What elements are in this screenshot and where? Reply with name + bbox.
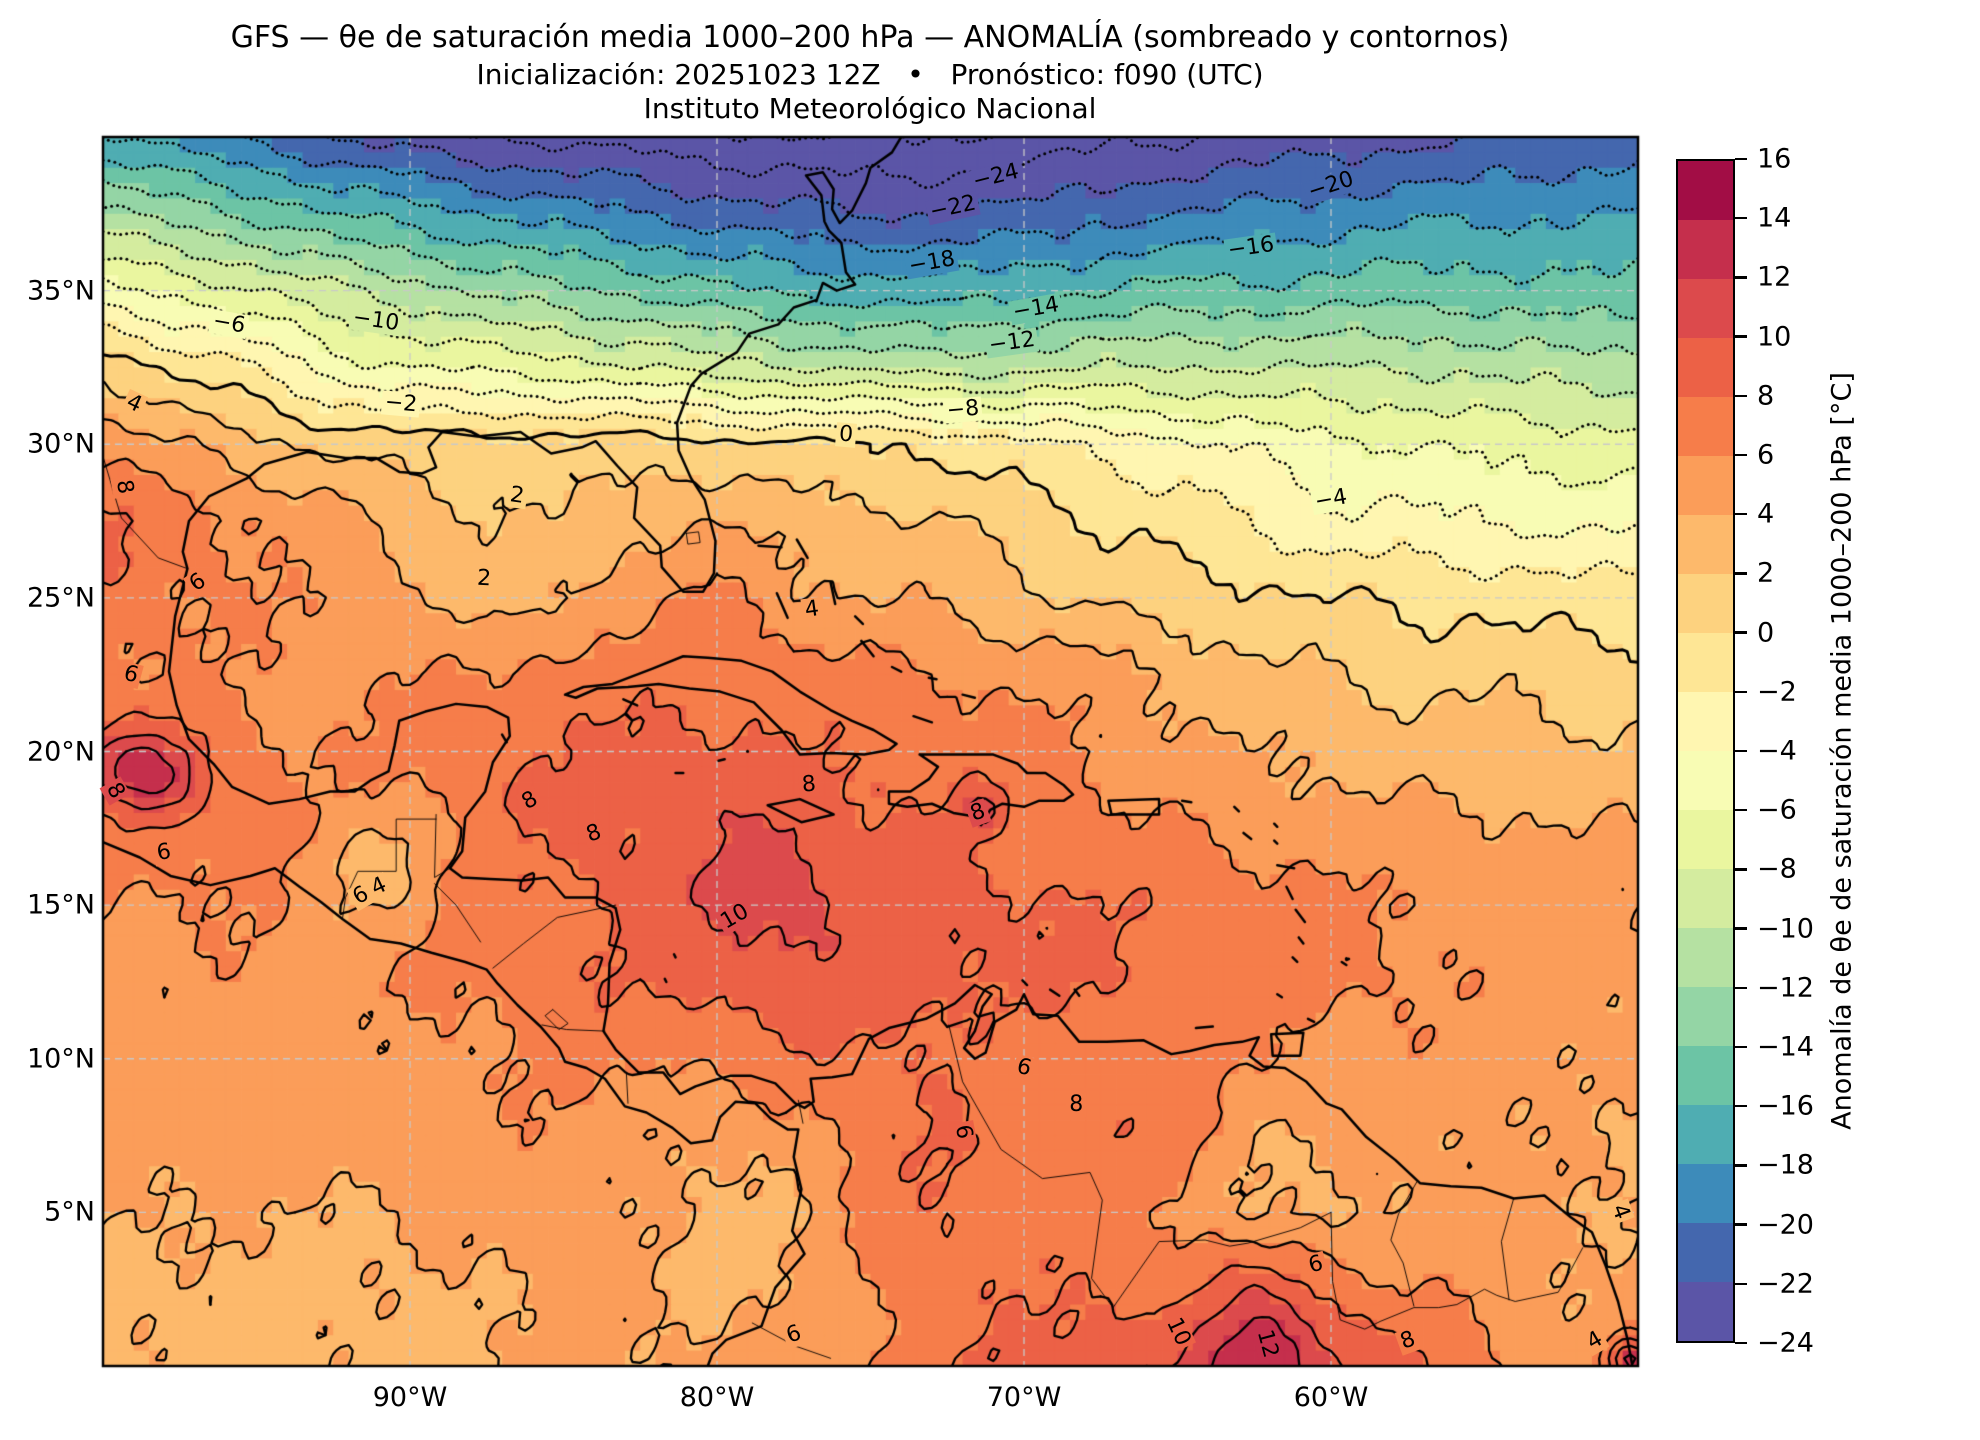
colorbar-tick-label: −6: [1757, 794, 1797, 826]
colorbar: [1676, 159, 1735, 1343]
colorbar-tick: [1735, 1045, 1747, 1049]
colorbar-tick: [1735, 749, 1747, 753]
y-tick-label: 30°N: [26, 428, 95, 460]
colorbar-cell: [1678, 279, 1733, 338]
colorbar-cell: [1678, 1282, 1733, 1341]
colorbar-tick: [1735, 986, 1747, 989]
colorbar-cell: [1678, 633, 1733, 692]
colorbar-tick: [1735, 513, 1747, 516]
colorbar-tick: [1735, 1341, 1747, 1345]
contour-label: 2: [473, 566, 495, 592]
colorbar-tick-label: 10: [1757, 321, 1792, 353]
colorbar-cell: [1678, 574, 1733, 633]
colorbar-tick: [1735, 1164, 1747, 1167]
colorbar-tick: [1735, 157, 1747, 161]
contour-label: 0: [834, 421, 857, 448]
chart-title: GFS — θe de saturación media 1000–200 hP…: [230, 20, 1510, 55]
colorbar-tick: [1735, 1105, 1747, 1108]
colorbar-tick-label: −12: [1757, 972, 1814, 1004]
colorbar-tick: [1735, 868, 1747, 871]
colorbar-cell: [1678, 397, 1733, 456]
x-tick-label: 90°W: [372, 1382, 448, 1413]
contour-label: 8: [798, 772, 821, 799]
colorbar-tick-label: 16: [1757, 143, 1792, 175]
y-tick-label: 25°N: [26, 582, 95, 614]
colorbar-tick-label: 6: [1757, 439, 1775, 471]
colorbar-cell: [1678, 810, 1733, 869]
colorbar-tick-label: −24: [1757, 1327, 1814, 1359]
colorbar-cell: [1678, 338, 1733, 397]
colorbar-tick: [1735, 394, 1747, 397]
colorbar-tick-label: −2: [1757, 676, 1797, 708]
x-tick-label: 70°W: [986, 1382, 1062, 1413]
colorbar-cell: [1678, 987, 1733, 1046]
contour-label: −8: [942, 396, 983, 425]
colorbar-cell: [1678, 928, 1733, 987]
y-tick-label: 15°N: [26, 889, 95, 921]
colorbar-tick-label: 14: [1757, 202, 1792, 234]
colorbar-tick-label: 0: [1757, 617, 1775, 649]
colorbar-tick-label: −20: [1757, 1209, 1814, 1241]
colorbar-cell: [1678, 456, 1733, 515]
colorbar-cell: [1678, 751, 1733, 810]
x-tick-label: 60°W: [1293, 1382, 1369, 1413]
colorbar-tick: [1735, 335, 1747, 338]
x-tick-label: 80°W: [679, 1382, 755, 1413]
contour-label: 2: [505, 483, 530, 510]
colorbar-tick-label: 2: [1757, 557, 1775, 589]
chart-institution: Instituto Meteorológico Nacional: [643, 92, 1097, 125]
colorbar-cell: [1678, 1105, 1733, 1164]
colorbar-tick: [1735, 276, 1747, 279]
colorbar-tick: [1735, 453, 1747, 457]
colorbar-tick-label: −4: [1757, 735, 1797, 767]
colorbar-tick: [1735, 572, 1747, 575]
colorbar-tick-label: −8: [1757, 853, 1797, 885]
colorbar-tick: [1735, 1282, 1747, 1285]
colorbar-tick: [1735, 690, 1747, 693]
colorbar-tick-label: −14: [1757, 1031, 1814, 1063]
colorbar-tick-label: −22: [1757, 1268, 1814, 1300]
colorbar-tick: [1735, 809, 1747, 812]
y-tick-label: 10°N: [26, 1043, 95, 1075]
colorbar-label: Anomalía de θe de saturación media 1000–…: [1826, 372, 1858, 1130]
colorbar-cell: [1678, 1046, 1733, 1105]
colorbar-cell: [1678, 515, 1733, 574]
colorbar-tick: [1735, 631, 1747, 634]
colorbar-cell: [1678, 1223, 1733, 1282]
colorbar-tick: [1735, 217, 1747, 220]
colorbar-tick-label: 4: [1757, 498, 1775, 530]
colorbar-tick-label: 8: [1757, 380, 1775, 412]
colorbar-cell: [1678, 161, 1733, 220]
colorbar-tick-label: −18: [1757, 1149, 1814, 1181]
contour-label: 4: [800, 596, 824, 624]
colorbar-cell: [1678, 220, 1733, 279]
y-tick-label: 20°N: [26, 736, 95, 767]
colorbar-tick-label: −16: [1757, 1090, 1814, 1122]
chart-subtitle: Inicialización: 20251023 12Z • Pronóstic…: [476, 58, 1264, 91]
y-tick-label: 35°N: [26, 275, 95, 307]
y-tick-label: 5°N: [44, 1196, 95, 1228]
colorbar-tick-label: −10: [1757, 913, 1814, 945]
colorbar-tick-label: 12: [1757, 261, 1792, 293]
colorbar-tick: [1735, 1223, 1747, 1226]
colorbar-cell: [1678, 1164, 1733, 1223]
colorbar-cell: [1678, 869, 1733, 928]
colorbar-cell: [1678, 692, 1733, 751]
contour-label: 8: [1066, 1092, 1087, 1117]
contour-label: −2: [380, 390, 421, 418]
colorbar-tick: [1735, 927, 1747, 930]
